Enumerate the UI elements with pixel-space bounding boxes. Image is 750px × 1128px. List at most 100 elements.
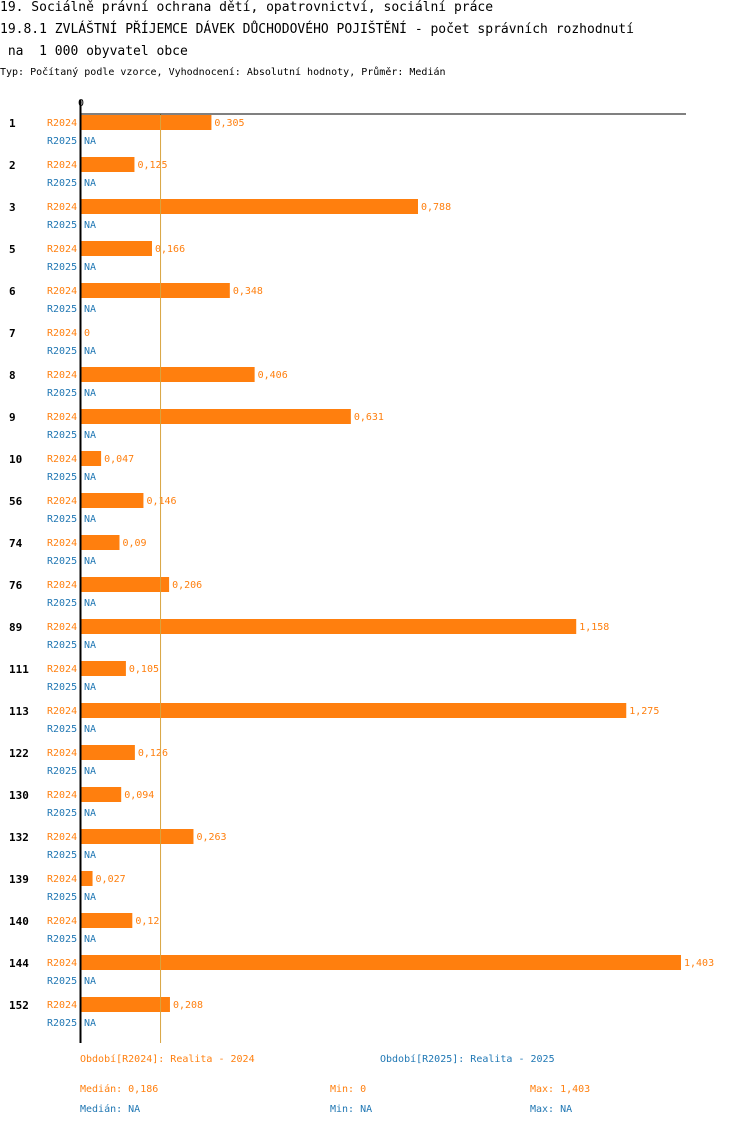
value-label-r2024: 0,263 [196, 832, 226, 843]
series-label-r2024: R2024 [47, 202, 77, 213]
bar-r2024 [81, 871, 93, 886]
bar-r2024 [81, 577, 170, 592]
value-label-r2025: NA [84, 220, 96, 231]
bar-r2024 [81, 241, 152, 256]
series-label-r2024: R2024 [47, 244, 77, 255]
bar-r2024 [81, 409, 351, 424]
category-label: 2 [9, 159, 16, 172]
category-label: 89 [9, 621, 22, 634]
series-label-r2025: R2025 [47, 640, 77, 651]
value-label-r2024: 0,146 [146, 496, 176, 507]
value-label-r2024: 1,403 [684, 958, 714, 969]
category-label: 122 [9, 747, 29, 760]
value-label-r2024: 0,12 [135, 916, 159, 927]
value-label-r2024: 0,105 [129, 664, 159, 675]
value-label-r2024: 1,158 [579, 622, 609, 633]
legend-period-2025: Období[R2025]: Realita - 2025 [380, 1054, 555, 1065]
bar-r2024 [81, 619, 577, 634]
series-label-r2024: R2024 [47, 790, 77, 801]
category-label: 9 [9, 411, 16, 424]
value-label-r2024: 0,047 [104, 454, 134, 465]
value-label-r2024: 0,348 [233, 286, 263, 297]
value-label-r2024: 0,305 [214, 118, 244, 129]
value-label-r2024: 0,406 [258, 370, 288, 381]
value-label-r2025: NA [84, 304, 96, 315]
value-label-r2025: NA [84, 472, 96, 483]
value-label-r2025: NA [84, 262, 96, 273]
category-label: 130 [9, 789, 29, 802]
legend-max-2024: Max: 1,403 [530, 1084, 591, 1095]
bar-r2024 [81, 787, 122, 802]
value-label-r2025: NA [84, 850, 96, 861]
series-label-r2025: R2025 [47, 346, 77, 357]
series-label-r2024: R2024 [47, 874, 77, 885]
bar-r2024 [81, 535, 120, 550]
series-label-r2025: R2025 [47, 514, 77, 525]
bar-r2024 [81, 283, 230, 298]
legend-period-2024: Období[R2024]: Realita - 2024 [80, 1054, 255, 1065]
series-label-r2025: R2025 [47, 304, 77, 315]
series-label-r2024: R2024 [47, 1000, 77, 1011]
value-label-r2025: NA [84, 1018, 96, 1029]
value-label-r2025: NA [84, 892, 96, 903]
value-label-r2025: NA [84, 640, 96, 651]
bar-chart: 01R2024R20250,305NA2R2024R20250,125NA3R2… [9, 98, 714, 1043]
series-label-r2024: R2024 [47, 496, 77, 507]
bar-r2024 [81, 913, 133, 928]
category-label: 113 [9, 705, 29, 718]
series-label-r2024: R2024 [47, 958, 77, 969]
series-label-r2025: R2025 [47, 766, 77, 777]
category-label: 111 [9, 663, 29, 676]
value-label-r2024: 0,206 [172, 580, 202, 591]
bar-r2024 [81, 955, 681, 970]
category-label: 5 [9, 243, 16, 256]
series-label-r2024: R2024 [47, 748, 77, 759]
value-label-r2025: NA [84, 976, 96, 987]
series-label-r2024: R2024 [47, 328, 77, 339]
category-label: 132 [9, 831, 29, 844]
value-label-r2025: NA [84, 724, 96, 735]
category-label: 6 [9, 285, 16, 298]
series-label-r2025: R2025 [47, 892, 77, 903]
value-label-r2025: NA [84, 178, 96, 189]
series-label-r2025: R2025 [47, 136, 77, 147]
bar-r2024 [81, 115, 212, 130]
chart-title-line2: 19.8.1 ZVLÁŠTNÍ PŘÍJEMCE DÁVEK DŮCHODOVÉ… [0, 22, 634, 37]
series-label-r2025: R2025 [47, 178, 77, 189]
chart-title-line1: 19. Sociálně právní ochrana dětí, opatro… [0, 0, 494, 15]
category-label: 7 [9, 327, 16, 340]
value-label-r2024: 0,788 [421, 202, 451, 213]
category-label: 74 [9, 537, 23, 550]
value-label-r2024: 0,631 [354, 412, 384, 423]
bar-r2024 [81, 367, 255, 382]
series-label-r2024: R2024 [47, 286, 77, 297]
series-label-r2025: R2025 [47, 430, 77, 441]
value-label-r2025: NA [84, 556, 96, 567]
series-label-r2024: R2024 [47, 706, 77, 717]
series-label-r2025: R2025 [47, 598, 77, 609]
value-label-r2025: NA [84, 934, 96, 945]
value-label-r2024: 0,126 [138, 748, 168, 759]
category-label: 139 [9, 873, 29, 886]
value-label-r2025: NA [84, 598, 96, 609]
series-label-r2024: R2024 [47, 370, 77, 381]
category-label: 8 [9, 369, 16, 382]
series-label-r2024: R2024 [47, 664, 77, 675]
value-label-r2025: NA [84, 808, 96, 819]
category-label: 152 [9, 999, 29, 1012]
series-label-r2025: R2025 [47, 262, 77, 273]
series-label-r2025: R2025 [47, 850, 77, 861]
value-label-r2025: NA [84, 682, 96, 693]
series-label-r2024: R2024 [47, 832, 77, 843]
series-label-r2025: R2025 [47, 934, 77, 945]
bar-r2024 [81, 745, 135, 760]
series-label-r2024: R2024 [47, 160, 77, 171]
bar-r2024 [81, 199, 418, 214]
series-label-r2025: R2025 [47, 808, 77, 819]
bar-r2024 [81, 661, 126, 676]
legend-median-2024: Medián: 0,186 [80, 1084, 159, 1095]
chart-title-line3: na 1 000 obyvatel obce [0, 44, 188, 59]
value-label-r2024: 0,208 [173, 1000, 203, 1011]
category-label: 1 [9, 117, 16, 130]
series-label-r2025: R2025 [47, 724, 77, 735]
